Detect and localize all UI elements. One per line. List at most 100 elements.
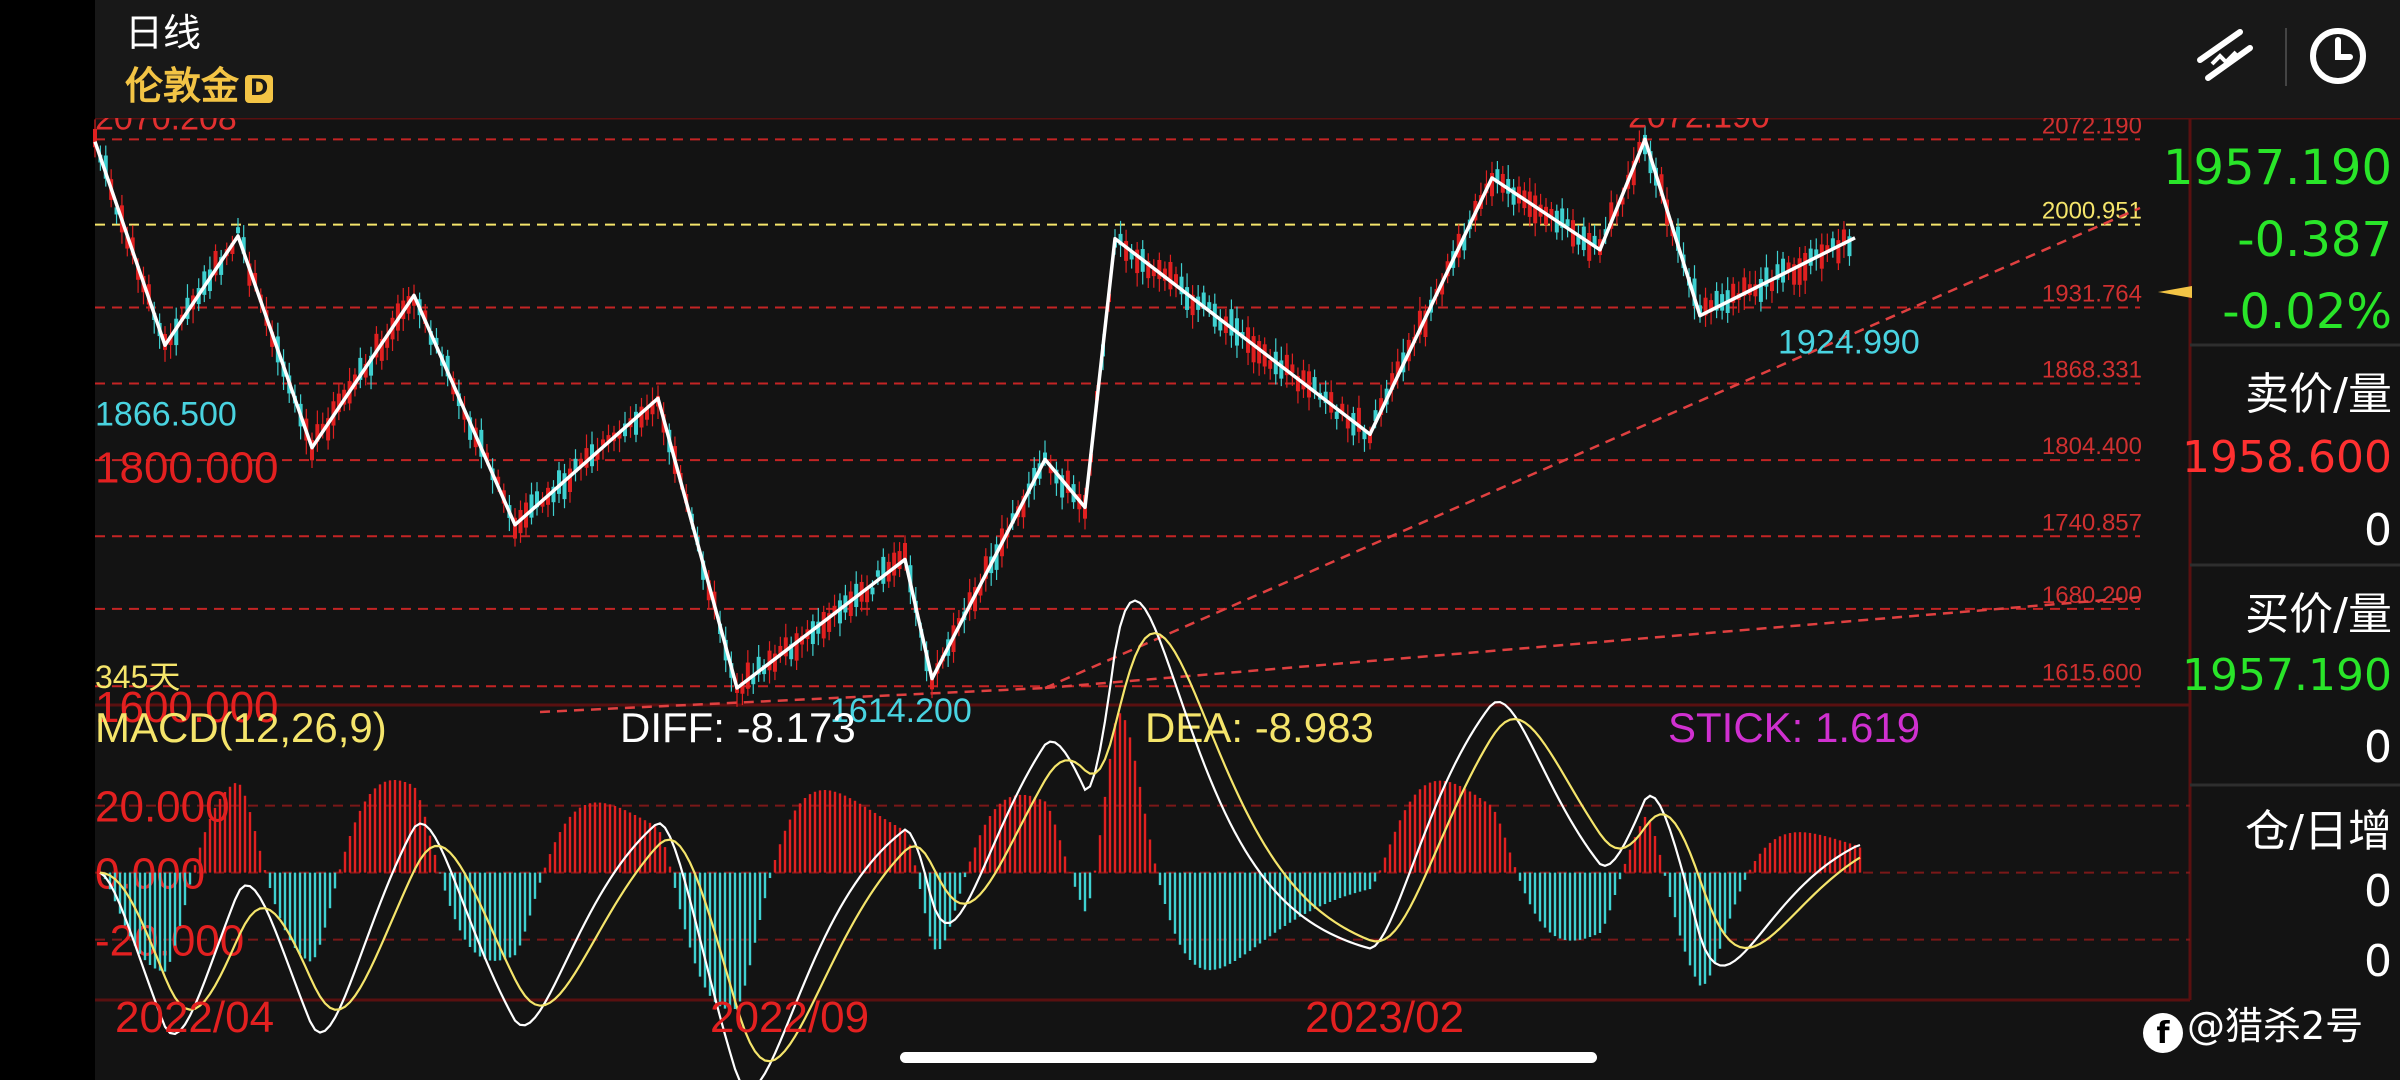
candle-body bbox=[1279, 360, 1284, 379]
candle-body bbox=[103, 155, 108, 179]
candle-body bbox=[374, 333, 379, 358]
price-labels-layer: 2070.2081866.5001614.2002072.1901924.990… bbox=[95, 97, 1920, 730]
candle-body bbox=[1620, 197, 1625, 205]
price-level-label: 2000.951 bbox=[2042, 198, 2142, 225]
x-axis-tick: 2022/04 bbox=[115, 993, 274, 1042]
macd-stick-label: STICK: 1.619 bbox=[1668, 704, 1920, 751]
candle-body bbox=[1786, 262, 1791, 273]
candle-body bbox=[1490, 172, 1494, 197]
candle-body bbox=[174, 318, 179, 346]
candle-body bbox=[740, 681, 745, 694]
x-axis: 2022/04 2022/09 2023/02 bbox=[115, 993, 1464, 1042]
price-level-label: 1804.400 bbox=[2042, 433, 2142, 460]
candle-body bbox=[827, 613, 832, 632]
candle-body bbox=[1257, 341, 1262, 364]
candle-body bbox=[1659, 174, 1664, 197]
bid-volume: 0 bbox=[2364, 722, 2392, 773]
trendline-lower bbox=[1044, 595, 2141, 690]
candle-body bbox=[956, 618, 961, 625]
candle-body bbox=[1312, 377, 1317, 393]
candle-body bbox=[336, 393, 341, 413]
grid-layer: 2072.1902000.9511931.7641868.3311804.400… bbox=[95, 112, 2400, 1002]
candle-body bbox=[772, 653, 777, 672]
candle-body bbox=[1118, 233, 1123, 246]
watermark-text: @猎杀2号 bbox=[2187, 1004, 2364, 1048]
candle-body bbox=[1423, 310, 1428, 338]
candle-body bbox=[601, 439, 605, 446]
facebook-icon: f bbox=[2143, 1013, 2183, 1053]
candle-body bbox=[513, 517, 517, 539]
candle-body bbox=[445, 355, 450, 377]
candle-body bbox=[125, 236, 130, 249]
candle-body bbox=[1251, 336, 1256, 363]
candle-body bbox=[479, 429, 484, 457]
candle-body bbox=[978, 584, 983, 596]
price-change: -0.387 bbox=[2237, 212, 2392, 268]
candle-body bbox=[562, 473, 567, 500]
candle-body bbox=[1295, 375, 1300, 392]
candle-body bbox=[529, 494, 534, 518]
home-indicator[interactable] bbox=[900, 1052, 1597, 1063]
candle-body bbox=[385, 334, 390, 348]
candle-body bbox=[595, 450, 600, 460]
instrument-name: 伦敦金 bbox=[125, 64, 240, 108]
candlestick-series bbox=[93, 119, 1852, 707]
candle-body bbox=[1814, 249, 1819, 257]
candle-body bbox=[557, 470, 561, 494]
candle-body bbox=[606, 435, 611, 442]
candle-body bbox=[967, 592, 972, 608]
candle-body bbox=[584, 448, 589, 468]
candle-body bbox=[1731, 283, 1736, 303]
candle-body bbox=[1340, 403, 1345, 414]
candle-body bbox=[1803, 252, 1808, 281]
macd-diff-label: DIFF: -8.173 bbox=[620, 704, 856, 751]
macd-panel: MACD(12,26,9) DIFF: -8.173 DEA: -8.983 STIC… bbox=[95, 599, 2190, 1080]
candle-body bbox=[1533, 195, 1538, 224]
candle-body bbox=[1124, 241, 1129, 261]
candle-body bbox=[1054, 469, 1059, 484]
candle-body bbox=[973, 587, 978, 612]
candle-body bbox=[1151, 269, 1156, 277]
candle-body bbox=[1146, 261, 1151, 279]
candle-body bbox=[573, 458, 578, 473]
candle-body bbox=[1769, 278, 1774, 292]
candle-body bbox=[1676, 226, 1680, 251]
price-y-tick: 1800.000 bbox=[95, 443, 279, 492]
candle-body bbox=[789, 644, 794, 660]
candle-body bbox=[1819, 244, 1824, 269]
x-axis-tick: 2022/09 bbox=[710, 993, 869, 1042]
ask-volume: 0 bbox=[2364, 505, 2392, 556]
candle-body bbox=[751, 675, 756, 685]
candle-body bbox=[241, 237, 246, 254]
candle-body bbox=[1797, 258, 1802, 285]
drawing-tool-icon[interactable] bbox=[2190, 20, 2260, 90]
period-badge: D bbox=[245, 74, 274, 103]
candle-body bbox=[1290, 364, 1295, 373]
candle-body bbox=[735, 686, 739, 693]
candle-body bbox=[428, 331, 433, 345]
open-interest-label: 仓/日增 bbox=[2245, 806, 2392, 857]
candle-body bbox=[756, 656, 761, 675]
candle-body bbox=[496, 476, 501, 485]
candle-body bbox=[1565, 219, 1570, 227]
candle-body bbox=[484, 452, 489, 459]
candle-body bbox=[881, 556, 886, 584]
candle-body bbox=[1390, 373, 1395, 390]
candle-body bbox=[1764, 267, 1769, 287]
candle-body bbox=[1185, 287, 1190, 310]
candle-body bbox=[1323, 391, 1328, 404]
price-level-label: 1868.331 bbox=[2042, 357, 2142, 384]
candle-body bbox=[1440, 282, 1445, 295]
candle-body bbox=[1345, 418, 1350, 429]
candle-body bbox=[1021, 495, 1026, 518]
bid-price: 1957.190 bbox=[2182, 650, 2392, 701]
candle-body bbox=[1758, 279, 1763, 302]
candle-body bbox=[236, 227, 240, 234]
candle-body bbox=[1284, 354, 1289, 376]
period-label[interactable]: 日线 bbox=[125, 11, 202, 55]
candle-body bbox=[1637, 141, 1642, 153]
clock-icon[interactable] bbox=[2303, 20, 2373, 90]
candle-body bbox=[535, 491, 539, 508]
instrument-title[interactable]: 伦敦金 D bbox=[125, 55, 274, 110]
